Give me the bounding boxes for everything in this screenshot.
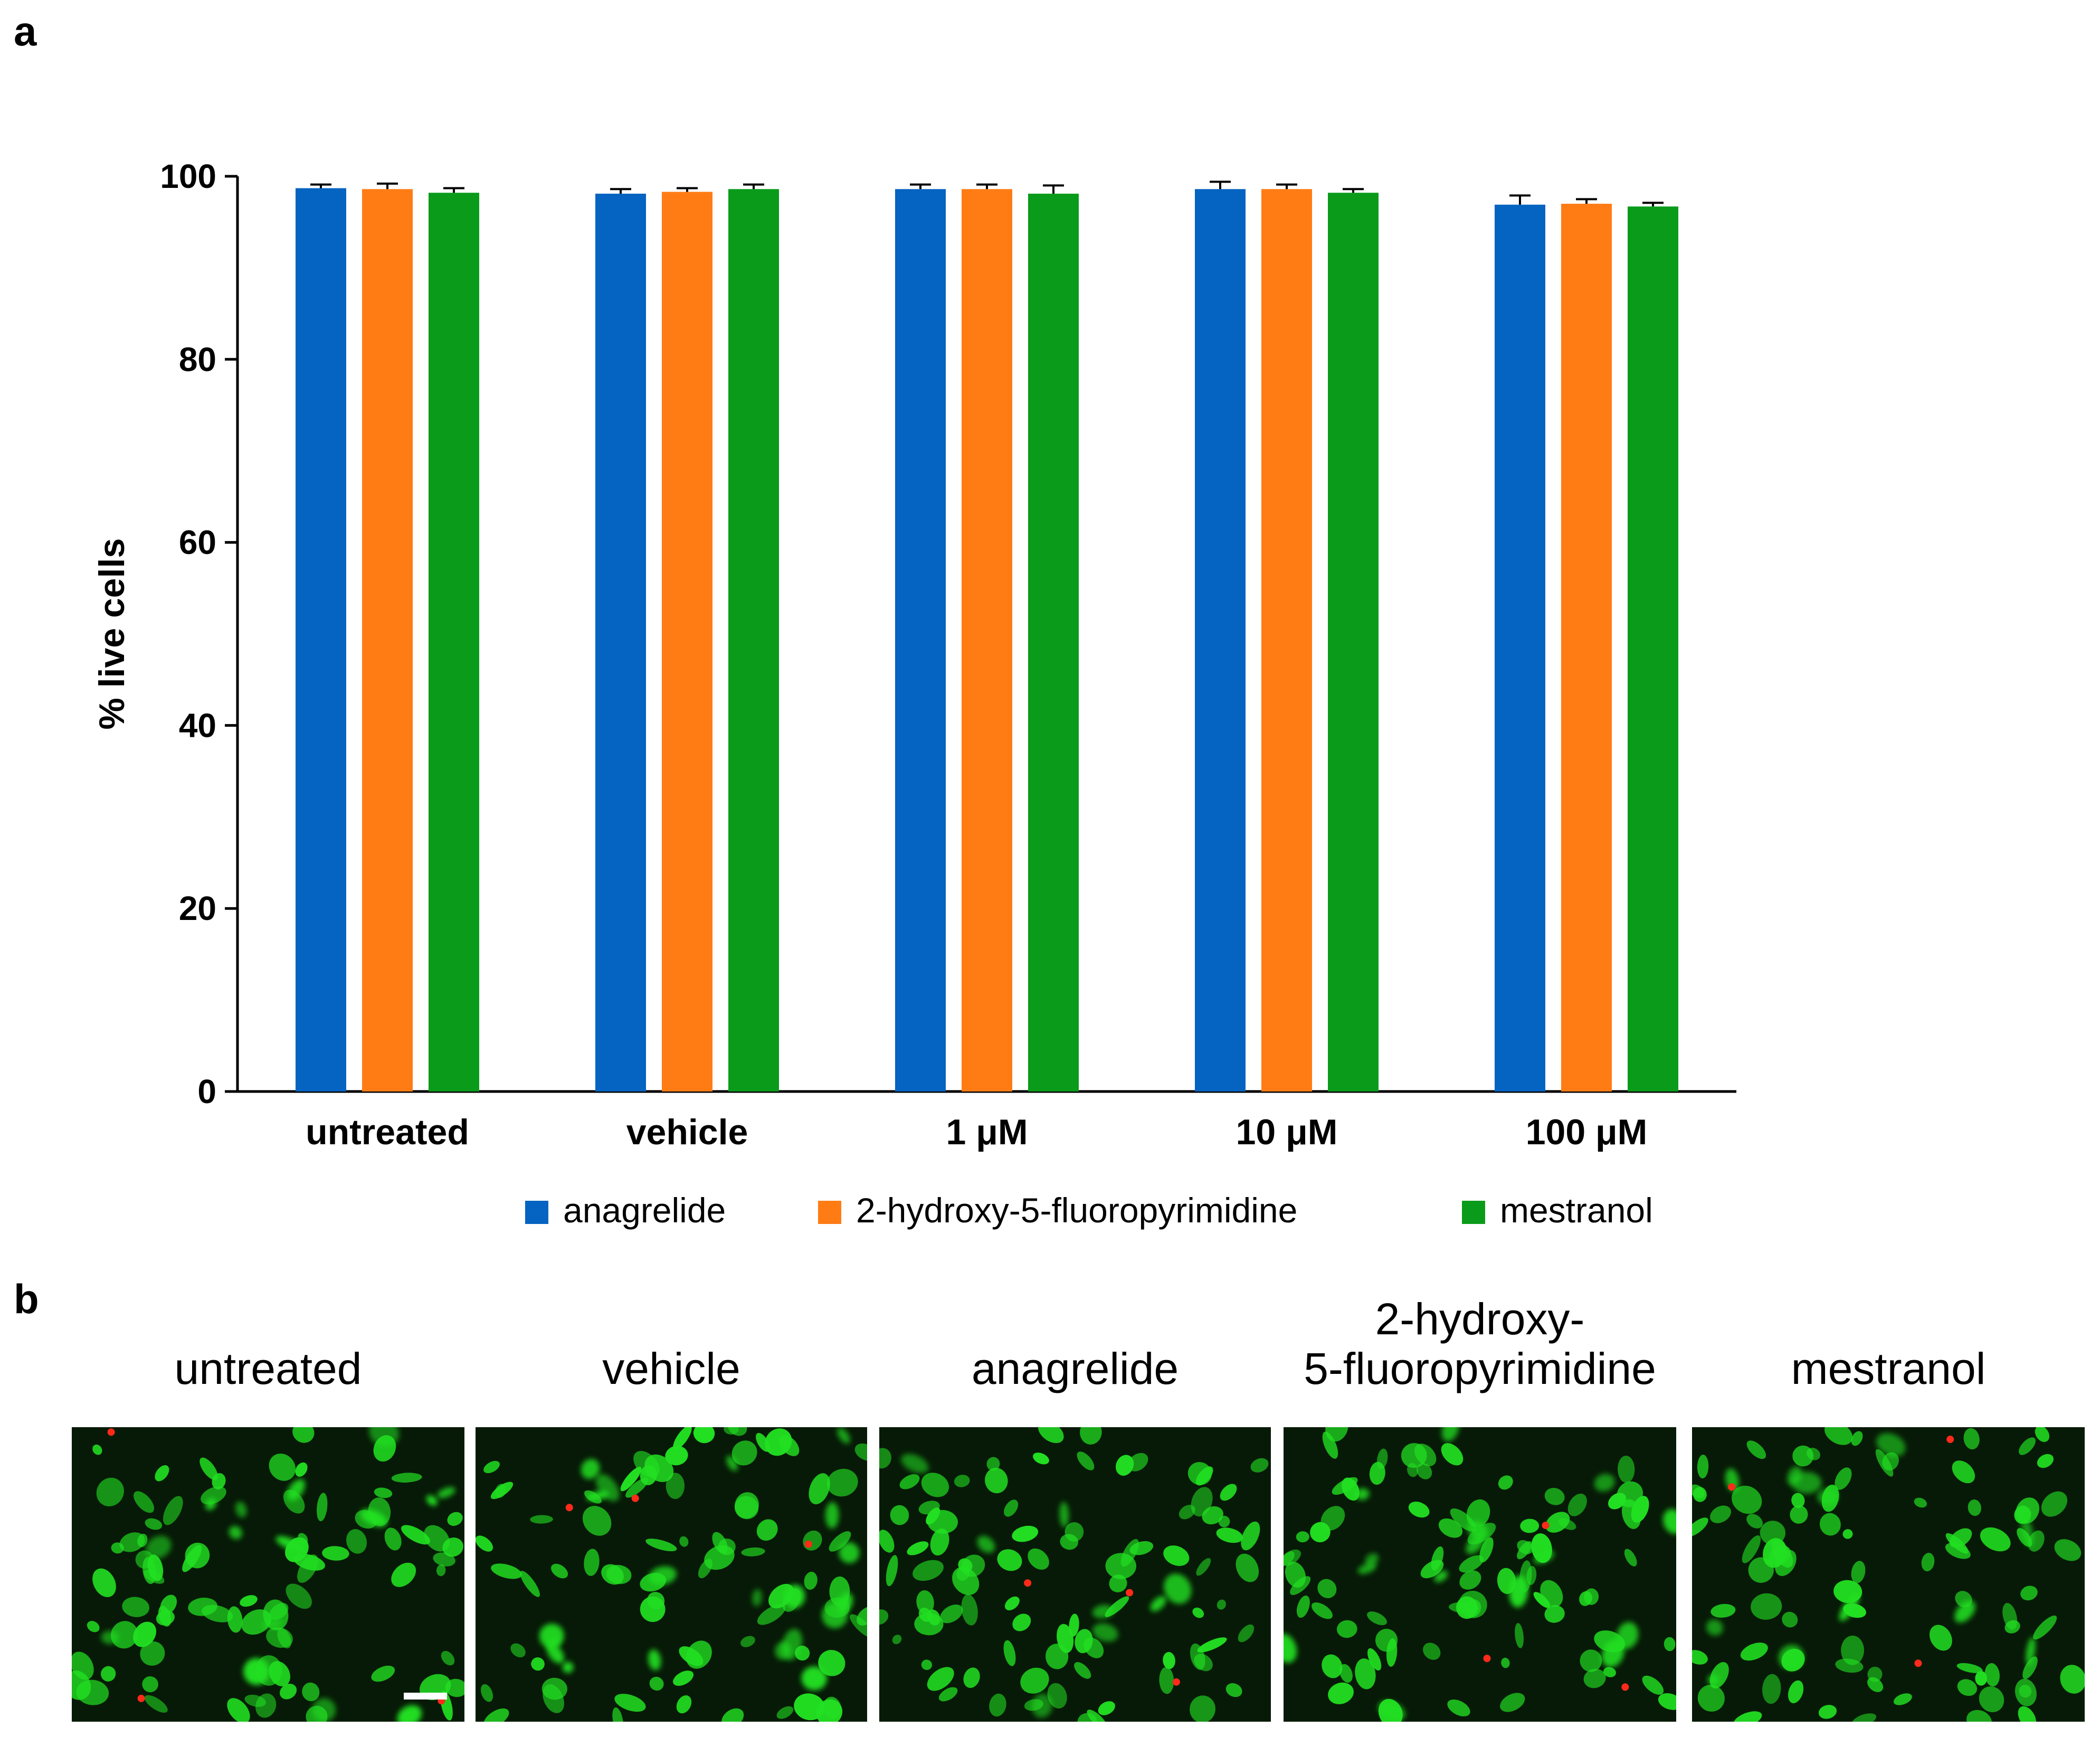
y-tick-label: 20 (179, 889, 216, 927)
bar (662, 192, 712, 1091)
cell-cluster (1692, 1427, 2085, 1722)
bar (296, 188, 346, 1091)
cell-cluster (476, 1427, 867, 1722)
y-tick-label: 100 (160, 157, 216, 195)
dead-cell (1172, 1678, 1180, 1686)
y-tick-label: 80 (179, 340, 216, 378)
dead-cell (1024, 1579, 1032, 1587)
bar (362, 189, 413, 1091)
dead-cell (1542, 1522, 1550, 1530)
bar (1561, 204, 1612, 1091)
bar (1328, 193, 1379, 1091)
x-category-label: 100 μM (1526, 1112, 1648, 1152)
micrograph-label: untreated (175, 1344, 362, 1393)
x-category-label: 1 μM (946, 1112, 1028, 1152)
x-category-label: vehicle (626, 1112, 748, 1152)
bar (895, 189, 946, 1091)
bar (1628, 206, 1678, 1092)
legend-swatch (1462, 1201, 1485, 1224)
cell-cluster (72, 1427, 464, 1722)
dead-cell (1946, 1436, 1954, 1444)
dead-cell (1483, 1655, 1491, 1663)
x-category-label: untreated (306, 1112, 469, 1152)
y-axis-label: % live cells (92, 538, 132, 730)
micrograph-label: 5-fluoropyrimidine (1304, 1344, 1656, 1393)
micrograph-panel: untreated vehicle anagrelide 2-hydroxy-5-fl… (72, 1294, 2085, 1722)
legend-swatch (818, 1201, 841, 1224)
micrograph-label: 2-hydroxy- (1375, 1294, 1585, 1344)
cell-cluster (1284, 1427, 1676, 1722)
dead-cell (631, 1494, 639, 1502)
legend-label: mestranol (1500, 1191, 1653, 1230)
legend-label: anagrelide (563, 1191, 726, 1230)
y-tick-label: 0 (197, 1072, 216, 1110)
micrograph-label: anagrelide (972, 1344, 1179, 1393)
bar (1261, 189, 1312, 1091)
bar (1028, 193, 1079, 1091)
bar (595, 193, 646, 1091)
micrograph-label: vehicle (602, 1344, 740, 1393)
bar-chart: 0 20 40 60 80 100 % live cells untreated vehicle… (92, 157, 1736, 1230)
dead-cell (107, 1428, 115, 1436)
x-category-label: 10 μM (1236, 1112, 1338, 1152)
micrograph-label: mestranol (1791, 1344, 1986, 1393)
panel-letter-a: a (14, 8, 37, 54)
dead-cell (1728, 1483, 1736, 1491)
y-tick-label: 60 (179, 524, 216, 562)
cell-cluster (879, 1427, 1269, 1722)
scale-bar (404, 1693, 447, 1700)
bar (962, 189, 1012, 1091)
dead-cell (137, 1694, 145, 1702)
bar (728, 189, 779, 1091)
panel-letter-b: b (14, 1276, 39, 1322)
bar (1195, 189, 1246, 1091)
legend-swatch (525, 1201, 548, 1224)
dead-cell (565, 1504, 573, 1512)
dead-cell (1621, 1683, 1629, 1691)
dead-cell (1126, 1589, 1134, 1597)
bar (429, 193, 479, 1091)
legend-label: 2-hydroxy-5-fluoropyrimidine (856, 1191, 1297, 1230)
y-tick-label: 40 (179, 706, 216, 744)
bar (1495, 204, 1545, 1091)
dead-cell (1914, 1659, 1922, 1667)
dead-cell (804, 1540, 812, 1548)
